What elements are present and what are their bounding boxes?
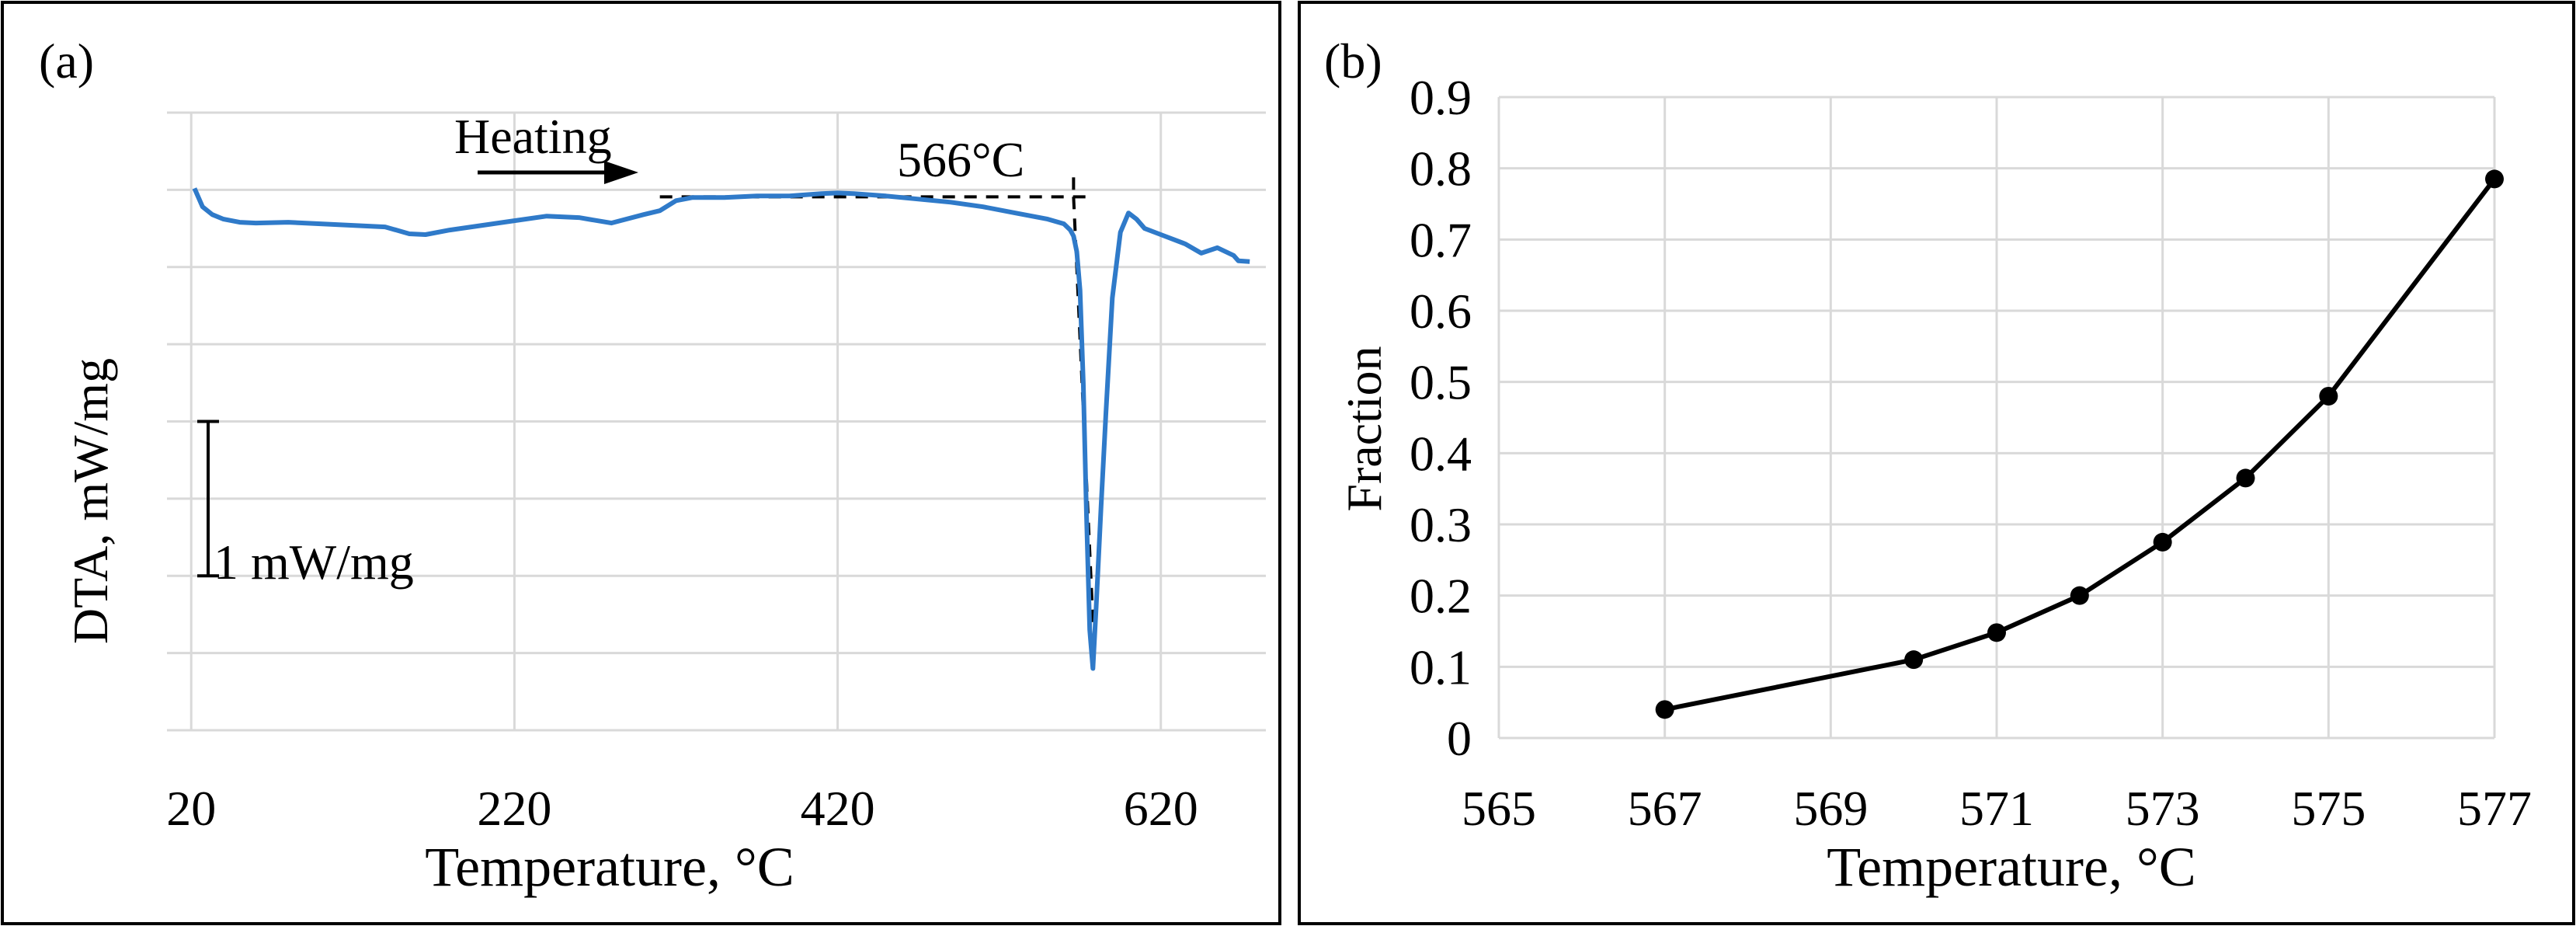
panel-a-x-tick-label: 20 — [166, 781, 216, 836]
panel-b-x-tick-label: 571 — [1959, 781, 2034, 836]
panel-a-heating-label: Heating — [454, 109, 612, 164]
panel-b-x-tick-label: 575 — [2291, 781, 2366, 836]
panel-a-x-ticks: 20 220 420 620 — [166, 781, 1198, 836]
panel-b-fraction-line — [1664, 177, 2497, 712]
panel-b-fraction-curve: (b) 565 567 569 571 573 575 577 00.10.20.30.40… — [1298, 1, 2575, 925]
panel-b-grid — [1497, 96, 2496, 740]
panel-b-x-tick-label: 573 — [2126, 781, 2200, 836]
panel-b-data-point — [1987, 623, 2006, 642]
panel-b-x-tick-label: 565 — [1462, 781, 1536, 836]
panel-b-y-tick-label: 0.2 — [1410, 569, 1472, 624]
panel-b-y-tick-label: 0.9 — [1410, 70, 1472, 125]
panel-b-y-tick-label: 0.1 — [1410, 639, 1472, 694]
panel-a-x-tick-label: 620 — [1124, 781, 1198, 836]
panel-b-x-tick-label: 577 — [2457, 781, 2532, 836]
panel-b-data-point — [2236, 468, 2255, 488]
panel-a-series — [192, 187, 1250, 671]
panel-b-series — [1655, 169, 2504, 719]
panel-a-label: (a) — [39, 33, 94, 89]
panel-b-x-axis-label: Temperature, °C — [1827, 836, 2196, 898]
panel-b-y-tick-label: 0.8 — [1410, 141, 1472, 197]
panel-a-scale-bar-label: 1 mW/mg — [214, 534, 414, 590]
panel-b-y-tick-label: 0.7 — [1410, 212, 1472, 267]
panel-a-heating-arrow — [478, 161, 638, 184]
panel-b-x-ticks: 565 567 569 571 573 575 577 — [1462, 781, 2532, 836]
panel-b-x-tick-label: 567 — [1628, 781, 1702, 836]
panel-a-x-tick-label: 220 — [477, 781, 551, 836]
panel-b-y-tick-label: 0 — [1447, 711, 1472, 766]
panel-b-y-tick-label: 0.6 — [1410, 284, 1472, 339]
panel-b-x-tick-label: 569 — [1793, 781, 1868, 836]
panel-b-data-point — [2319, 387, 2338, 406]
panel-b-frame — [1298, 1, 2575, 925]
panel-b-y-tick-label: 0.3 — [1410, 497, 1472, 552]
panel-a-x-axis-label: Temperature, °C — [425, 836, 794, 898]
panel-b-y-tick-label: 0.5 — [1410, 355, 1472, 410]
panel-b-data-point — [2485, 169, 2504, 189]
panel-b-y-ticks: 0 0.1 0.2 0.3 0.4 0.5 0.6 0.7 0.8 0.9 — [1410, 70, 1472, 766]
panel-b-data-point — [2153, 532, 2172, 552]
panel-a-dta-curve: (a) 20 220 420 620 Temperature, °C DTA, mW/… — [1, 1, 1281, 925]
panel-b-y-tick-label: 0.4 — [1410, 426, 1472, 481]
panel-b-y-axis-label: Fraction — [1337, 346, 1392, 511]
panel-a-onset-label: 566°C — [897, 132, 1024, 187]
panel-a-scale-bar — [197, 419, 219, 578]
panel-b-data-point — [1655, 700, 1674, 719]
panel-a-y-axis-label: DTA, mW/mg — [63, 358, 118, 644]
panel-a-frame — [1, 1, 1281, 925]
panel-a-grid — [167, 111, 1266, 730]
panel-b-data-point — [2070, 586, 2089, 605]
panel-b-data-point — [1904, 650, 1924, 670]
panel-b-label: (b) — [1324, 33, 1382, 89]
panel-a-dta-line — [192, 187, 1250, 671]
panel-a-x-tick-label: 420 — [801, 781, 875, 836]
